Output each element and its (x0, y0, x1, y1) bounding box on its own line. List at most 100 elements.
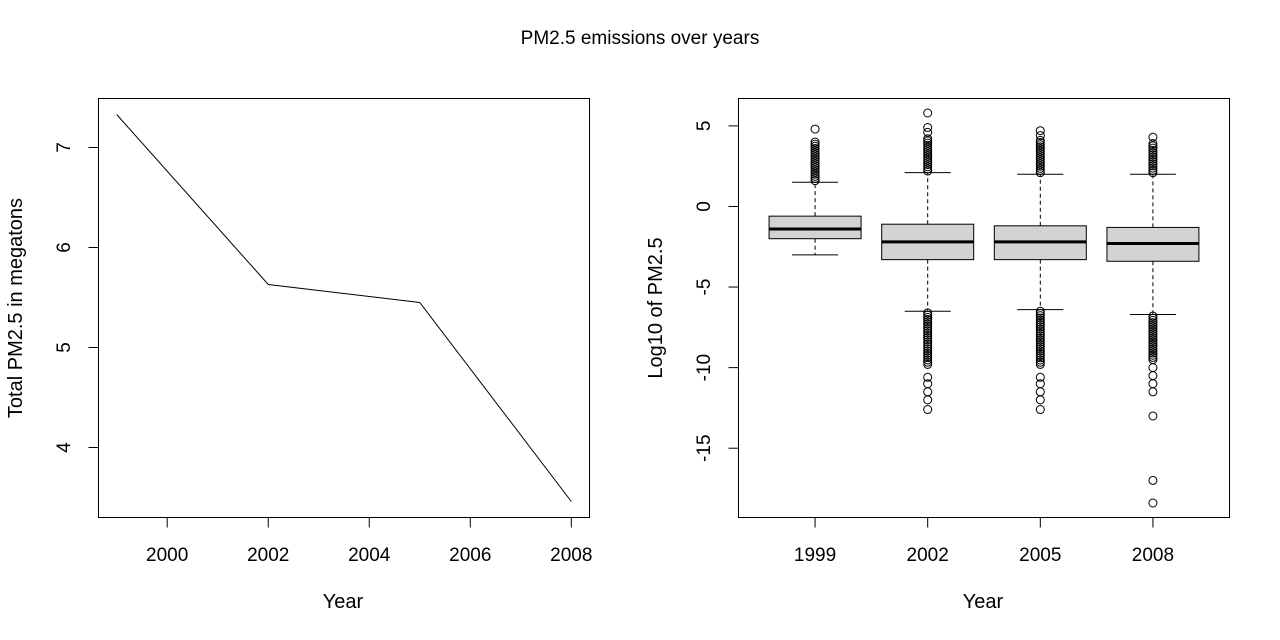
outlier-point (1148, 148, 1158, 158)
outlier-point (1035, 328, 1045, 338)
outlier-point (1035, 342, 1045, 352)
outlier-point (923, 136, 933, 146)
right-boxes (768, 108, 1200, 508)
outlier-point (923, 344, 933, 354)
box-1999 (768, 124, 862, 256)
outlier-point (810, 169, 820, 179)
left-y-tick-label: 6 (54, 242, 75, 253)
outlier-point (1148, 342, 1158, 352)
outlier-point (923, 151, 933, 161)
outlier-point (1035, 148, 1045, 158)
outlier-point (1035, 126, 1045, 136)
outlier-point (1148, 379, 1158, 389)
outlier-point (810, 141, 820, 151)
left-y-tick-label: 7 (54, 142, 75, 153)
outlier-point (1148, 152, 1158, 162)
outlier-point (1035, 405, 1045, 415)
outlier-point (923, 123, 933, 133)
outlier-point (1148, 313, 1158, 323)
outlier-point (1035, 161, 1045, 171)
outlier-point (1148, 156, 1158, 166)
outlier-point (1035, 335, 1045, 345)
outlier-point (923, 153, 933, 163)
outlier-point (923, 346, 933, 356)
outlier-point (1035, 131, 1045, 141)
outlier-point (1148, 348, 1158, 358)
outlier-point (923, 315, 933, 325)
outlier-point (1148, 344, 1158, 354)
outlier-point (810, 176, 820, 186)
outlier-point (1035, 355, 1045, 365)
outlier-point (1035, 317, 1045, 327)
outlier-point (923, 372, 933, 382)
box-2002 (881, 108, 975, 415)
outlier-point (1148, 318, 1158, 328)
outlier-point (923, 127, 933, 137)
outlier-point (1035, 320, 1045, 330)
right-x-tick-label: 2005 (1019, 545, 1061, 566)
outlier-point (1035, 157, 1045, 167)
outlier-point (810, 139, 820, 149)
outlier-point (1035, 153, 1045, 163)
outlier-point (810, 150, 820, 160)
outlier-point (810, 152, 820, 162)
outlier-point (1148, 320, 1158, 330)
outlier-point (923, 405, 933, 415)
outlier-point (1148, 154, 1158, 164)
outlier-point (1148, 139, 1158, 149)
outlier-point (1035, 344, 1045, 354)
outlier-point (1035, 140, 1045, 150)
outlier-point (923, 339, 933, 349)
total-pm25-line (116, 114, 572, 502)
outlier-point (1035, 348, 1045, 358)
outlier-point (1035, 331, 1045, 341)
left-x-tick-label: 2006 (449, 545, 491, 566)
outlier-point (923, 350, 933, 360)
outlier-point (1148, 326, 1158, 336)
outlier-point (923, 166, 933, 176)
outlier-point (923, 140, 933, 150)
outlier-point (923, 142, 933, 152)
outlier-point (923, 147, 933, 157)
outlier-point (1035, 163, 1045, 173)
outlier-point (1035, 138, 1045, 148)
outlier-point (1035, 359, 1045, 369)
outlier-point (1148, 143, 1158, 153)
outlier-point (1148, 311, 1158, 321)
outlier-point (810, 124, 820, 134)
outlier-point (923, 341, 933, 351)
outlier-point (923, 359, 933, 369)
outlier-point (923, 335, 933, 345)
outlier-point (923, 310, 933, 320)
box-2005 (993, 126, 1087, 415)
outlier-point (923, 155, 933, 165)
outlier-point (1148, 145, 1158, 155)
outlier-point (923, 387, 933, 397)
outlier-point (1035, 387, 1045, 397)
outlier-point (1148, 159, 1158, 169)
outlier-point (1148, 363, 1158, 373)
outlier-point (1148, 498, 1158, 508)
outlier-point (1035, 351, 1045, 361)
figure-title: PM2.5 emissions over years (521, 28, 760, 49)
right-y-tick-label: -10 (694, 354, 715, 381)
outlier-point (923, 319, 933, 329)
outlier-point (923, 134, 933, 144)
right-x-tick-label: 2002 (907, 545, 949, 566)
outlier-point (1148, 161, 1158, 171)
left-y-tick-label: 5 (54, 342, 75, 353)
outlier-point (923, 326, 933, 336)
outlier-point (1035, 395, 1045, 405)
outlier-point (810, 165, 820, 175)
outlier-point (1035, 353, 1045, 363)
outlier-point (1148, 331, 1158, 341)
left-x-tick-label: 2000 (146, 545, 188, 566)
outlier-point (1035, 155, 1045, 165)
outlier-point (923, 395, 933, 405)
right-y-tick-label: -15 (694, 434, 715, 461)
left-y-tick-label: 4 (54, 442, 75, 453)
outlier-point (1035, 146, 1045, 156)
right-y-tick-label: -5 (694, 279, 715, 296)
outlier-point (1148, 333, 1158, 343)
outlier-point (810, 156, 820, 166)
